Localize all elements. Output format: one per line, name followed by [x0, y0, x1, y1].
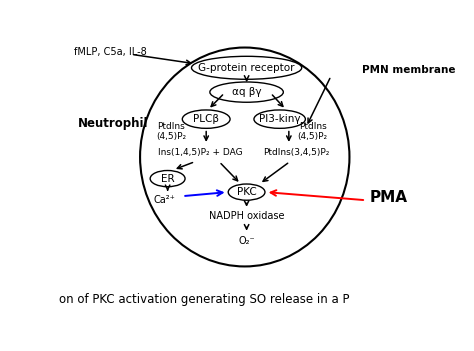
Text: PtdIns
(4,5)P₂: PtdIns (4,5)P₂: [298, 121, 328, 141]
Text: PMN membrane: PMN membrane: [362, 66, 456, 75]
Ellipse shape: [182, 110, 230, 128]
Text: PtdIns(3,4,5)P₂: PtdIns(3,4,5)P₂: [263, 148, 329, 158]
Text: PLCβ: PLCβ: [193, 114, 219, 124]
Ellipse shape: [191, 56, 301, 79]
Ellipse shape: [210, 82, 283, 102]
Text: Ins(1,4,5)P₂ + DAG: Ins(1,4,5)P₂ + DAG: [158, 148, 243, 158]
Text: fMLP, C5a, IL-8: fMLP, C5a, IL-8: [74, 47, 146, 57]
Text: NADPH oxidase: NADPH oxidase: [209, 211, 284, 221]
Text: ER: ER: [161, 174, 174, 184]
Ellipse shape: [254, 110, 305, 128]
Text: PI3-kinγ: PI3-kinγ: [259, 114, 301, 124]
Ellipse shape: [228, 184, 265, 200]
Text: G-protein receptor: G-protein receptor: [198, 63, 295, 73]
Text: O₂⁻: O₂⁻: [238, 236, 255, 246]
Text: PKC: PKC: [237, 187, 256, 197]
Text: Ca²⁺: Ca²⁺: [153, 195, 175, 205]
Text: Neutrophil: Neutrophil: [78, 117, 148, 130]
Text: PMA: PMA: [370, 190, 408, 205]
Text: on of PKC activation generating SO release in a P: on of PKC activation generating SO relea…: [59, 293, 350, 306]
Text: PtdIns
(4,5)P₂: PtdIns (4,5)P₂: [156, 121, 186, 141]
Text: αq βγ: αq βγ: [232, 87, 262, 97]
Ellipse shape: [150, 171, 185, 187]
